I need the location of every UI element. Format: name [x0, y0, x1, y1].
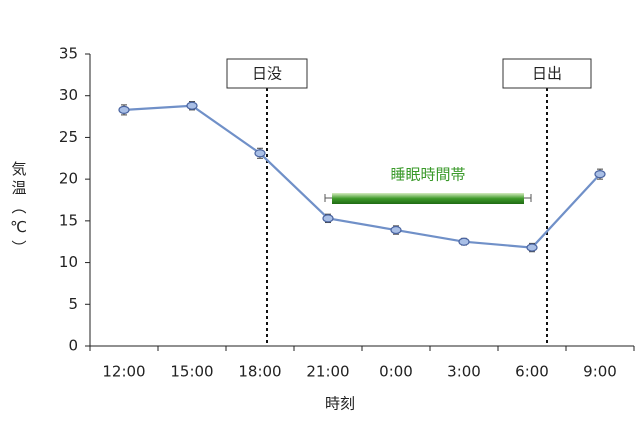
x-tick-label: 6:00: [515, 363, 549, 381]
data-point: [594, 170, 606, 179]
annotation-box: [502, 58, 592, 89]
annotation-label: 日出: [532, 65, 562, 83]
data-line: [123, 104, 601, 249]
x-tick-label: 21:00: [306, 363, 349, 381]
y-tick-label: 20: [59, 170, 78, 188]
x-tick-label: 18:00: [238, 363, 281, 381]
x-tick-label: 15:00: [170, 363, 213, 381]
x-tick-label: 3:00: [447, 363, 481, 381]
y-tick-label: 35: [59, 45, 78, 63]
sleep-label: 睡眠時間帯: [390, 166, 465, 184]
y-axis-label: 気温（℃）: [10, 161, 28, 259]
data-point: [322, 214, 334, 223]
y-tick-label: 25: [59, 128, 78, 146]
data-point: [186, 101, 198, 110]
y-tick-label: 5: [68, 295, 78, 313]
annotation-label: 日没: [252, 65, 282, 83]
annotation-box: [226, 58, 308, 89]
x-tick-label: 0:00: [379, 363, 413, 381]
y-tick-label: 15: [59, 211, 78, 229]
data-point: [118, 105, 130, 114]
x-axis-label: 時刻: [325, 395, 355, 413]
data-point: [390, 225, 402, 235]
data-point: [458, 237, 470, 246]
y-tick-label: 0: [68, 337, 78, 355]
y-tick-label: 10: [59, 253, 78, 271]
sleep-band: [332, 193, 524, 204]
y-tick-label: 30: [59, 86, 78, 104]
data-point: [526, 243, 538, 252]
x-tick-label: 12:00: [102, 363, 145, 381]
data-point: [254, 149, 266, 158]
x-tick-label: 9:00: [583, 363, 617, 381]
